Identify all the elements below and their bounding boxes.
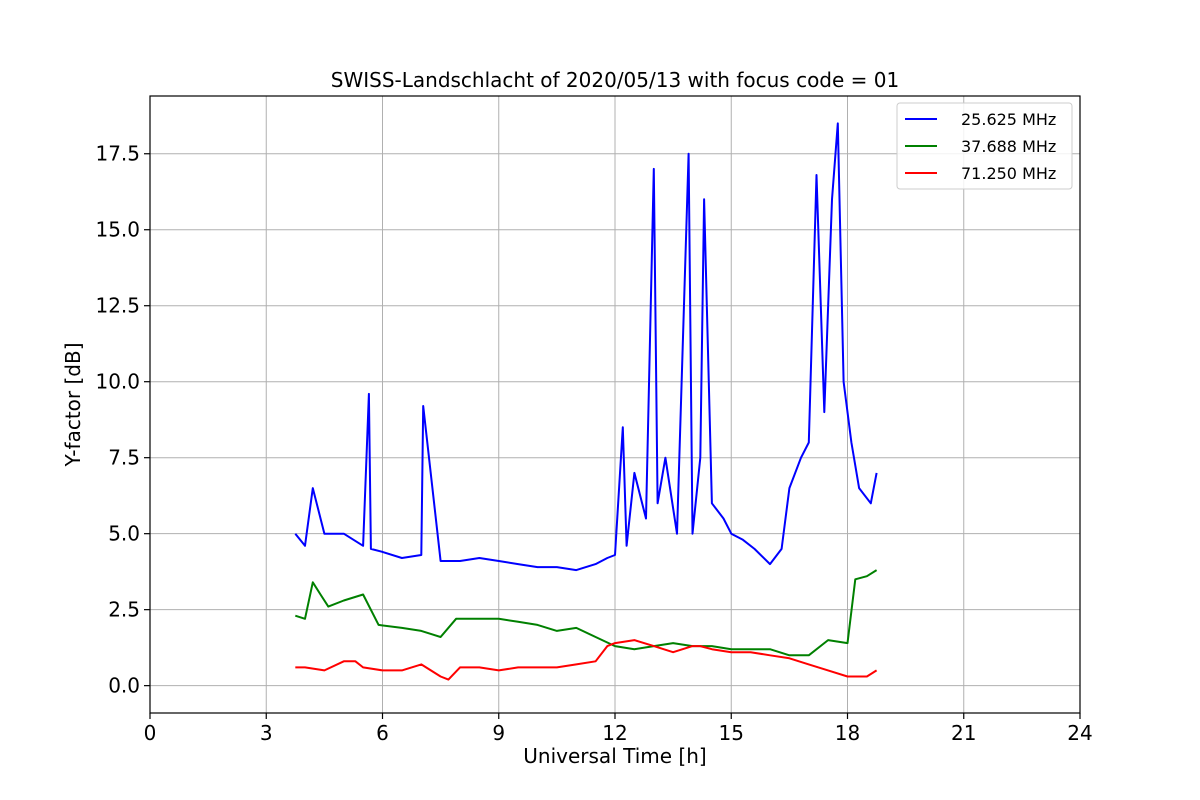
legend-label-2: 37.688 MHz bbox=[961, 137, 1056, 156]
y-axis-ticks: 0.0 2.5 5.0 7.5 10.0 12.5 15.0 17.5 bbox=[95, 142, 150, 698]
y-tick-label: 15.0 bbox=[95, 218, 140, 242]
y-tick-label: 10.0 bbox=[95, 370, 140, 394]
x-axis-label: Universal Time [h] bbox=[523, 744, 706, 768]
x-tick-label: 18 bbox=[835, 721, 860, 745]
y-tick-label: 2.5 bbox=[108, 598, 140, 622]
plot-area bbox=[294, 122, 878, 681]
legend-box bbox=[896, 102, 1073, 190]
x-tick-label: 0 bbox=[144, 721, 157, 745]
x-tick-label: 12 bbox=[602, 721, 627, 745]
x-tick-label: 24 bbox=[1067, 721, 1092, 745]
legend: 25.625 MHz 37.688 MHz 71.250 MHz bbox=[896, 102, 1073, 190]
series-line-2 bbox=[294, 569, 878, 657]
y-tick-label: 17.5 bbox=[95, 142, 140, 166]
y-tick-label: 12.5 bbox=[95, 294, 140, 318]
legend-label-1: 25.625 MHz bbox=[961, 110, 1056, 129]
y-axis-label: Y-factor [dB] bbox=[61, 342, 85, 467]
x-tick-label: 3 bbox=[260, 721, 273, 745]
x-tick-label: 21 bbox=[951, 721, 976, 745]
x-tick-label: 6 bbox=[376, 721, 389, 745]
y-tick-label: 7.5 bbox=[108, 446, 140, 470]
chart-title: SWISS-Landschlacht of 2020/05/13 with fo… bbox=[331, 68, 899, 92]
x-tick-label: 15 bbox=[719, 721, 744, 745]
x-tick-label: 9 bbox=[492, 721, 505, 745]
series-line-3 bbox=[295, 639, 878, 681]
series-line-1 bbox=[294, 122, 878, 572]
x-axis-ticks: 0 3 6 9 12 15 18 21 24 bbox=[144, 713, 1093, 745]
y-tick-label: 0.0 bbox=[108, 674, 140, 698]
legend-label-3: 71.250 MHz bbox=[961, 164, 1056, 183]
y-tick-label: 5.0 bbox=[108, 522, 140, 546]
